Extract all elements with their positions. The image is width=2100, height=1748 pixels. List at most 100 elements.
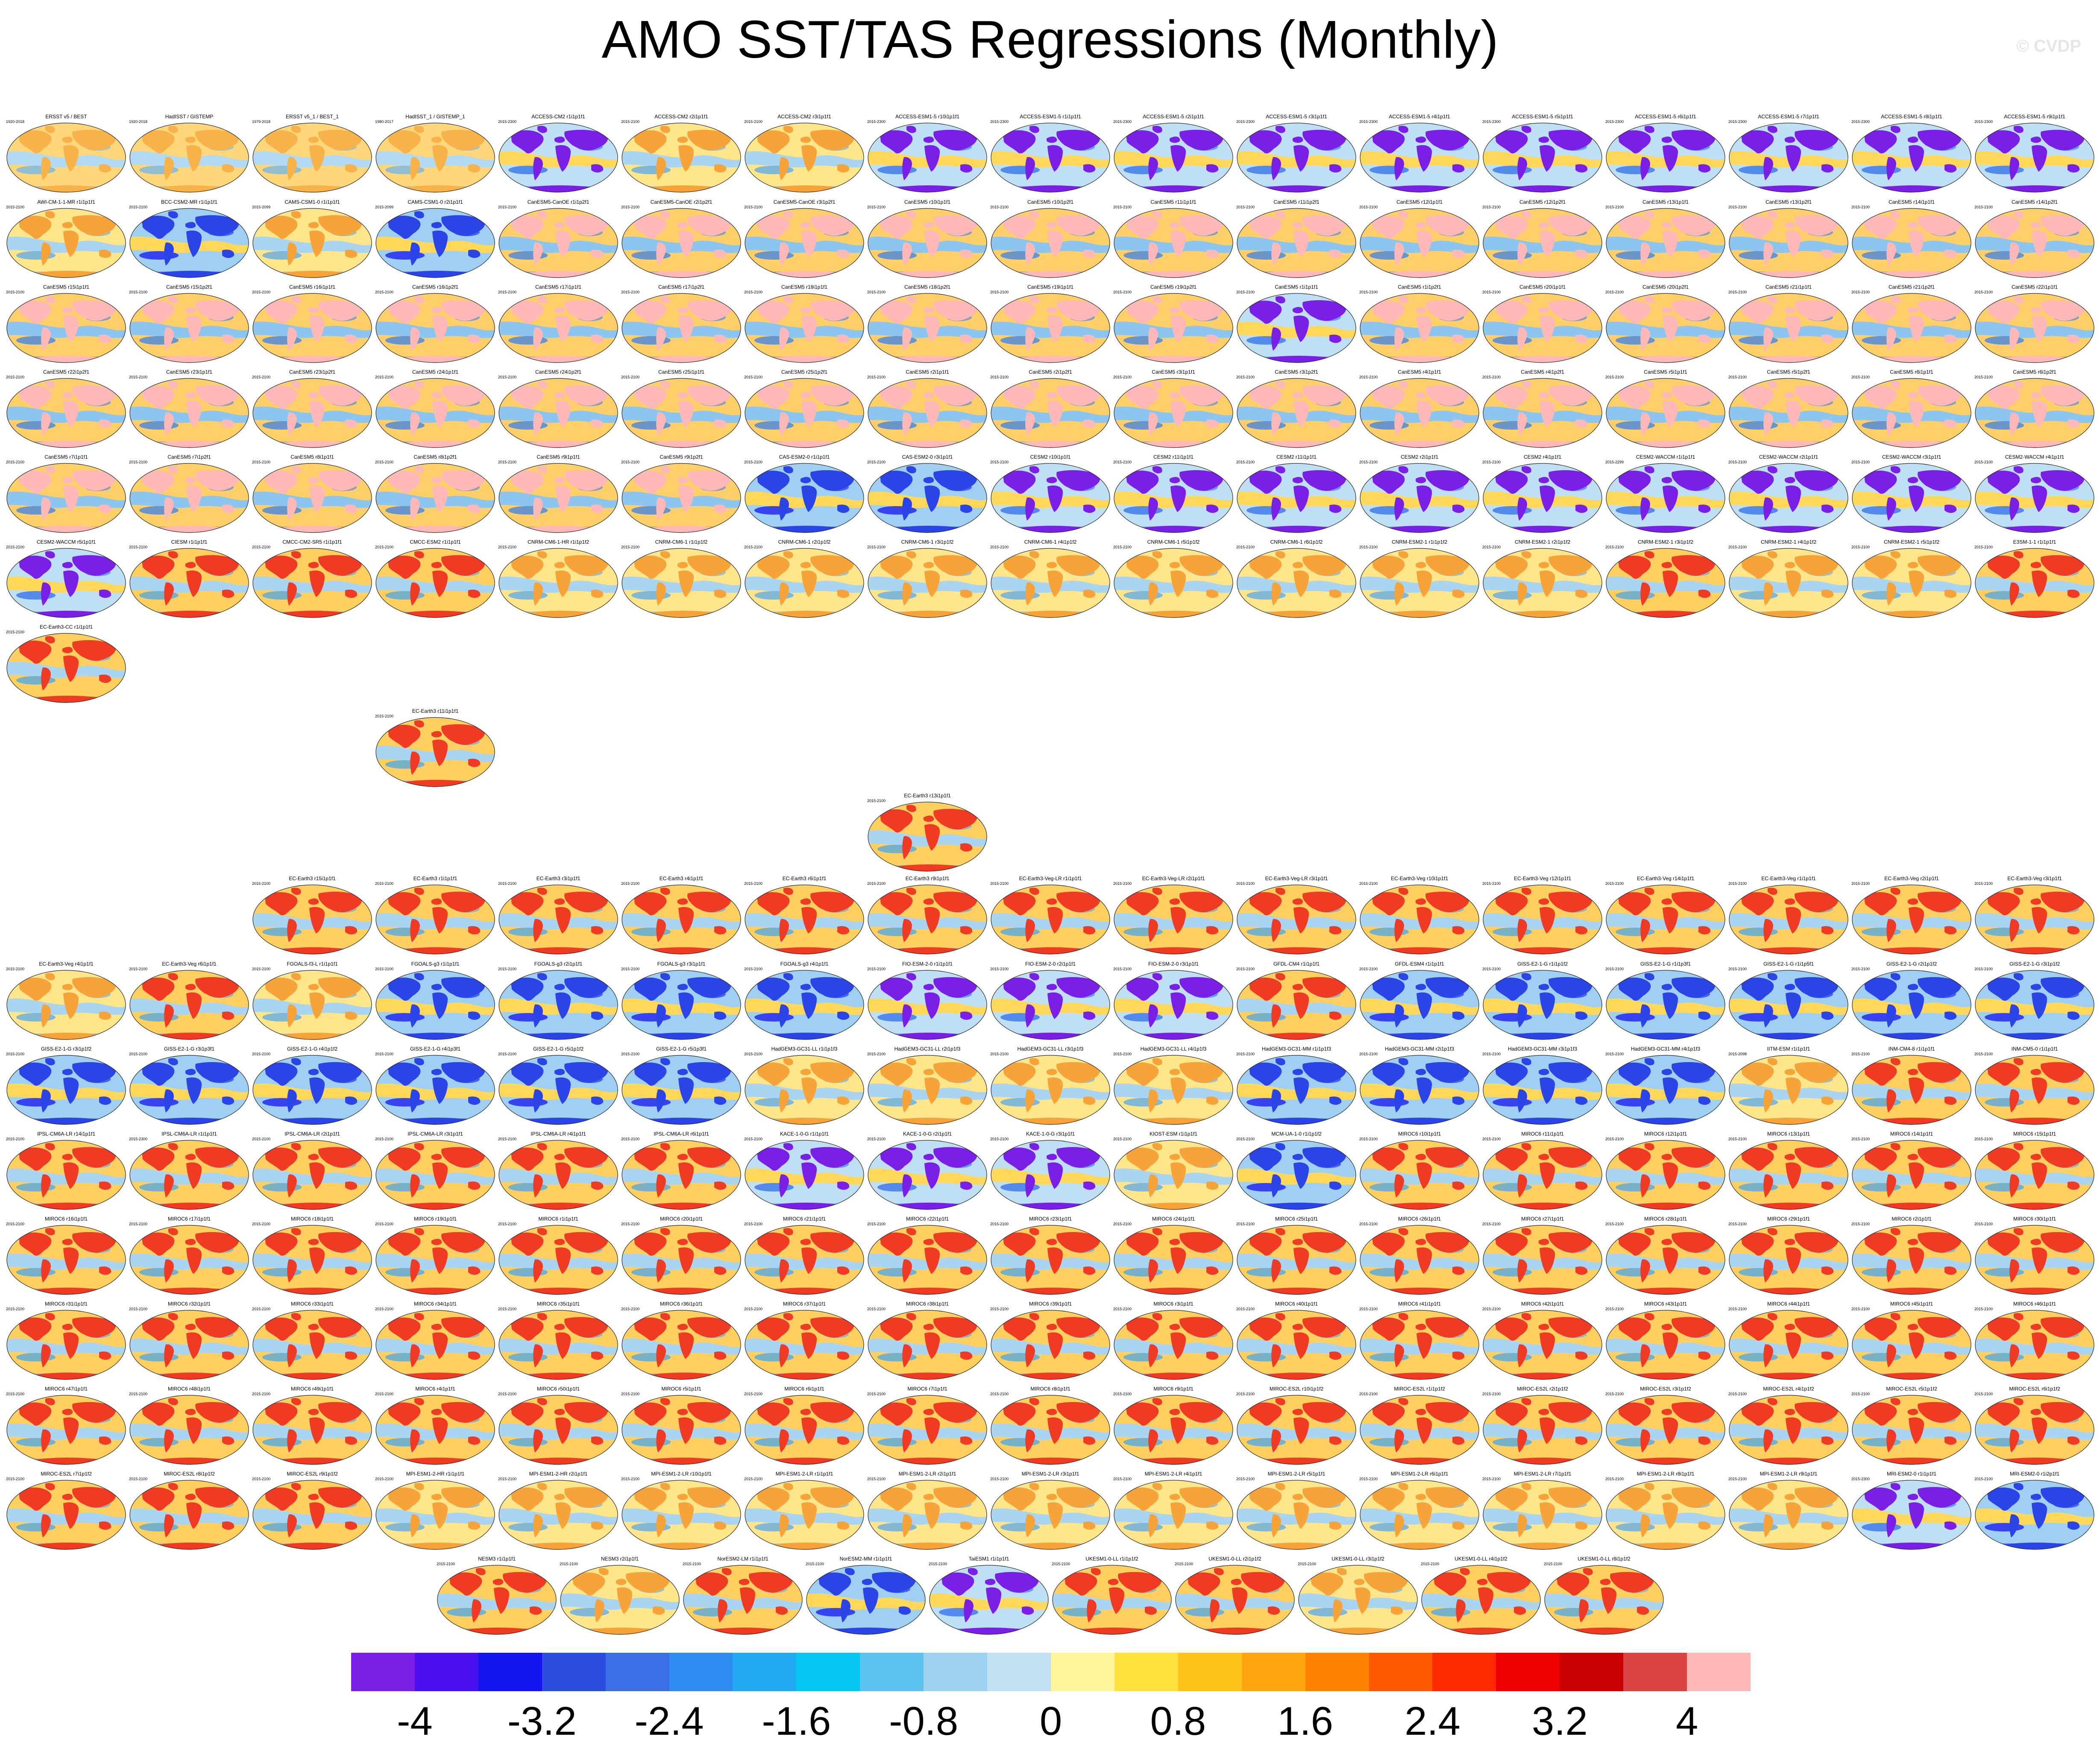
map-panel: KIOST-ESM r1i1p1f1 2015-2100 bbox=[1113, 1131, 1234, 1210]
regression-map bbox=[375, 378, 495, 448]
map-panel-title: MIROC6 r20i1p1f1 bbox=[660, 1216, 703, 1222]
map-panel-years: 2015-2100 bbox=[621, 1137, 640, 1141]
map-panel-title: MIROC6 r44i1p1f1 bbox=[1767, 1301, 1810, 1307]
map-panel: MPI-ESM1-2-LR r2i1p1f1 2015-2100 bbox=[867, 1471, 988, 1550]
regression-map bbox=[6, 1480, 126, 1550]
map-panel-years: 2015-2100 bbox=[990, 205, 1009, 209]
map-panel: CanESM5 r3i1p2f1 2015-2100 bbox=[1236, 369, 1357, 448]
regression-map bbox=[6, 633, 126, 703]
map-panel: MPI-ESM1-2-LR r4i1p1f1 2015-2100 bbox=[1113, 1471, 1234, 1550]
regression-map bbox=[745, 1140, 864, 1210]
regression-map bbox=[991, 548, 1110, 618]
map-panel-title: MIROC6 r23i1p1f1 bbox=[1029, 1216, 1072, 1222]
map-panel-years: 2015-2100 bbox=[1605, 1222, 1624, 1226]
map-panel-years: 2015-2100 bbox=[867, 1137, 886, 1141]
map-panel-years: 2015-2100 bbox=[990, 967, 1009, 971]
map-panel-title: CanESM5 r13i1p2f1 bbox=[1765, 199, 1812, 205]
regression-map bbox=[499, 463, 618, 533]
colorbar-tick-label: 4 bbox=[1675, 1698, 1698, 1743]
regression-map bbox=[868, 1055, 987, 1125]
colorbar-swatch bbox=[924, 1653, 988, 1691]
map-panel-years: 2015-2100 bbox=[1113, 1392, 1132, 1396]
map-panel: CESM2-WACCM r3i1p1f1 2015-2100 bbox=[1851, 454, 1972, 533]
map-panel-title: MIROC6 r26i1p1f1 bbox=[1398, 1216, 1441, 1222]
map-panel-title: GFDL-CM4 r1i1p1f1 bbox=[1273, 961, 1320, 967]
map-panel: CESM2-WACCM r2i1p1f1 2015-2100 bbox=[1728, 454, 1849, 533]
map-panel-title: MPI-ESM1-2-LR r6i1p1f1 bbox=[1390, 1471, 1449, 1477]
map-panel-years: 2015-2100 bbox=[744, 967, 763, 971]
map-panel: MPI-ESM1-2-LR r9i1p1f1 2015-2100 bbox=[1728, 1471, 1849, 1550]
map-panel-title: HadGEM3-GC31-MM r3i1p1f3 bbox=[1508, 1046, 1578, 1052]
map-panel-years: 2015-2100 bbox=[129, 545, 148, 549]
map-panel-title: ACCESS-ESM1-5 r1i1p1f1 bbox=[1020, 114, 1081, 120]
regression-map bbox=[1114, 123, 1233, 193]
regression-map bbox=[1114, 208, 1233, 278]
map-panel: CanESM5 r18i1p1f1 2015-2100 bbox=[744, 284, 865, 363]
map-panel: MIROC6 r36i1p1f1 2015-2100 bbox=[621, 1301, 742, 1380]
regression-map bbox=[1729, 1225, 1848, 1295]
map-panel-years: 2015-2300 bbox=[1605, 120, 1624, 124]
map-panel-years: 2015-2100 bbox=[1482, 460, 1501, 464]
regression-map bbox=[1975, 1140, 2094, 1210]
colorbar-swatch bbox=[796, 1653, 860, 1691]
regression-map bbox=[1975, 293, 2094, 363]
map-panel-title: CNRM-CM6-1 r4i1p1f2 bbox=[1024, 539, 1077, 545]
regression-map bbox=[1114, 970, 1233, 1040]
map-panel: IITM-ESM r1i1p1f1 2015-2098 bbox=[1728, 1046, 1849, 1125]
map-panel-years: 2015-2100 bbox=[6, 1052, 25, 1056]
map-panel-title: CanESM5-CanOE r2i1p2f1 bbox=[650, 199, 713, 205]
regression-map bbox=[1606, 548, 1725, 618]
regression-map bbox=[991, 378, 1110, 448]
regression-map bbox=[868, 1140, 987, 1210]
regression-map bbox=[129, 123, 249, 193]
map-panel-title: CanESM5 r2i1p1f1 bbox=[906, 369, 949, 375]
map-panel-years: 2015-2100 bbox=[498, 545, 517, 549]
colorbar-swatch bbox=[1369, 1653, 1433, 1691]
map-panel-title: MPI-ESM1-2-LR r3i1p1f1 bbox=[1021, 1471, 1079, 1477]
map-panel-title: ACCESS-ESM1-5 r2i1p1f1 bbox=[1143, 114, 1204, 120]
map-panel-years: 2015-2100 bbox=[621, 1052, 640, 1056]
map-panel-years: 2015-2100 bbox=[1175, 1562, 1194, 1566]
map-panel-title: CNRM-CM6-1 r1i1p1f2 bbox=[655, 539, 708, 545]
map-panel-title: MIROC6 r7i1p1f1 bbox=[907, 1386, 947, 1392]
map-panel: GISS-E2-1-G r3i1p1f2 2015-2100 bbox=[1974, 961, 2095, 1040]
regression-map bbox=[991, 884, 1110, 955]
map-panel: MIROC6 r2i1p1f1 2015-2100 bbox=[1851, 1216, 1972, 1295]
regression-map bbox=[1483, 884, 1602, 955]
colorbar-swatch bbox=[1687, 1653, 1751, 1691]
map-panel-years: 2015-2100 bbox=[1728, 1307, 1747, 1311]
map-panel-years: 2015-2100 bbox=[1482, 1222, 1501, 1226]
map-panel-title: EC-Earth3-Veg r4i1p1f1 bbox=[39, 961, 94, 967]
map-panel: MIROC6 r6i1p1f1 2015-2100 bbox=[744, 1386, 865, 1465]
map-panel: CESM2-WACCM r1i1p1f1 2015-2299 bbox=[1605, 454, 1726, 533]
map-panel: GFDL-ESM4 r1i1p1f1 2015-2100 bbox=[1359, 961, 1480, 1040]
regression-map bbox=[1237, 1310, 1356, 1380]
map-panel: CanESM5 r1i1p2f1 2015-2100 bbox=[1359, 284, 1480, 363]
map-panel-title: CESM2-WACCM r1i1p1f1 bbox=[1636, 454, 1695, 460]
map-panel-title: EC-Earth3-Veg r2i1p1f1 bbox=[1884, 875, 1939, 881]
map-panel: GISS-E2-1-G r1i1p5f1 2015-2100 bbox=[1728, 961, 1849, 1040]
map-panel-title: CanESM5 r1i1p2f1 bbox=[1398, 284, 1441, 290]
map-panel-title: MIROC6 r13i1p1f1 bbox=[1767, 1131, 1810, 1137]
map-panel-title: MPI-ESM1-2-LR r4i1p1f1 bbox=[1144, 1471, 1203, 1477]
map-panel-years: 2015-2100 bbox=[1851, 1222, 1870, 1226]
map-panel: CanESM5 r17i1p1f1 2015-2100 bbox=[498, 284, 619, 363]
map-panel-years: 2015-2100 bbox=[1113, 205, 1132, 209]
map-panel: MIROC-ES2L r10i1p1f2 2015-2100 bbox=[1236, 1386, 1357, 1465]
regression-map bbox=[1975, 1225, 2094, 1295]
map-panel-years: 2015-2100 bbox=[1359, 1477, 1378, 1481]
map-panel-title: ACCESS-ESM1-5 r6i1p1f1 bbox=[1635, 114, 1696, 120]
map-panel-years: 2015-2100 bbox=[1851, 205, 1870, 209]
map-panel-years: 2015-2098 bbox=[1728, 1052, 1747, 1056]
map-panel: CNRM-ESM2-1 r2i1p1f2 2015-2100 bbox=[1482, 539, 1603, 618]
map-panel: HadISST / GISTEMP 1920-2018 bbox=[129, 114, 249, 193]
regression-map bbox=[1237, 884, 1356, 955]
map-panel-years: 2015-2300 bbox=[498, 120, 517, 124]
map-panel: MIROC6 r5i1p1f1 2015-2100 bbox=[621, 1386, 742, 1465]
regression-map bbox=[1360, 1310, 1479, 1380]
map-panel: INM-CM5-0 r1i1p1f1 2015-2100 bbox=[1974, 1046, 2095, 1125]
map-panel: MRI-ESM2-0 r1i2p1f1 2015-2100 bbox=[1974, 1471, 2095, 1550]
regression-map bbox=[1483, 1395, 1602, 1465]
map-panel-title: EC-Earth3-Veg-LR r1i1p1f1 bbox=[1019, 875, 1082, 881]
map-panel-years: 2015-2100 bbox=[1113, 460, 1132, 464]
